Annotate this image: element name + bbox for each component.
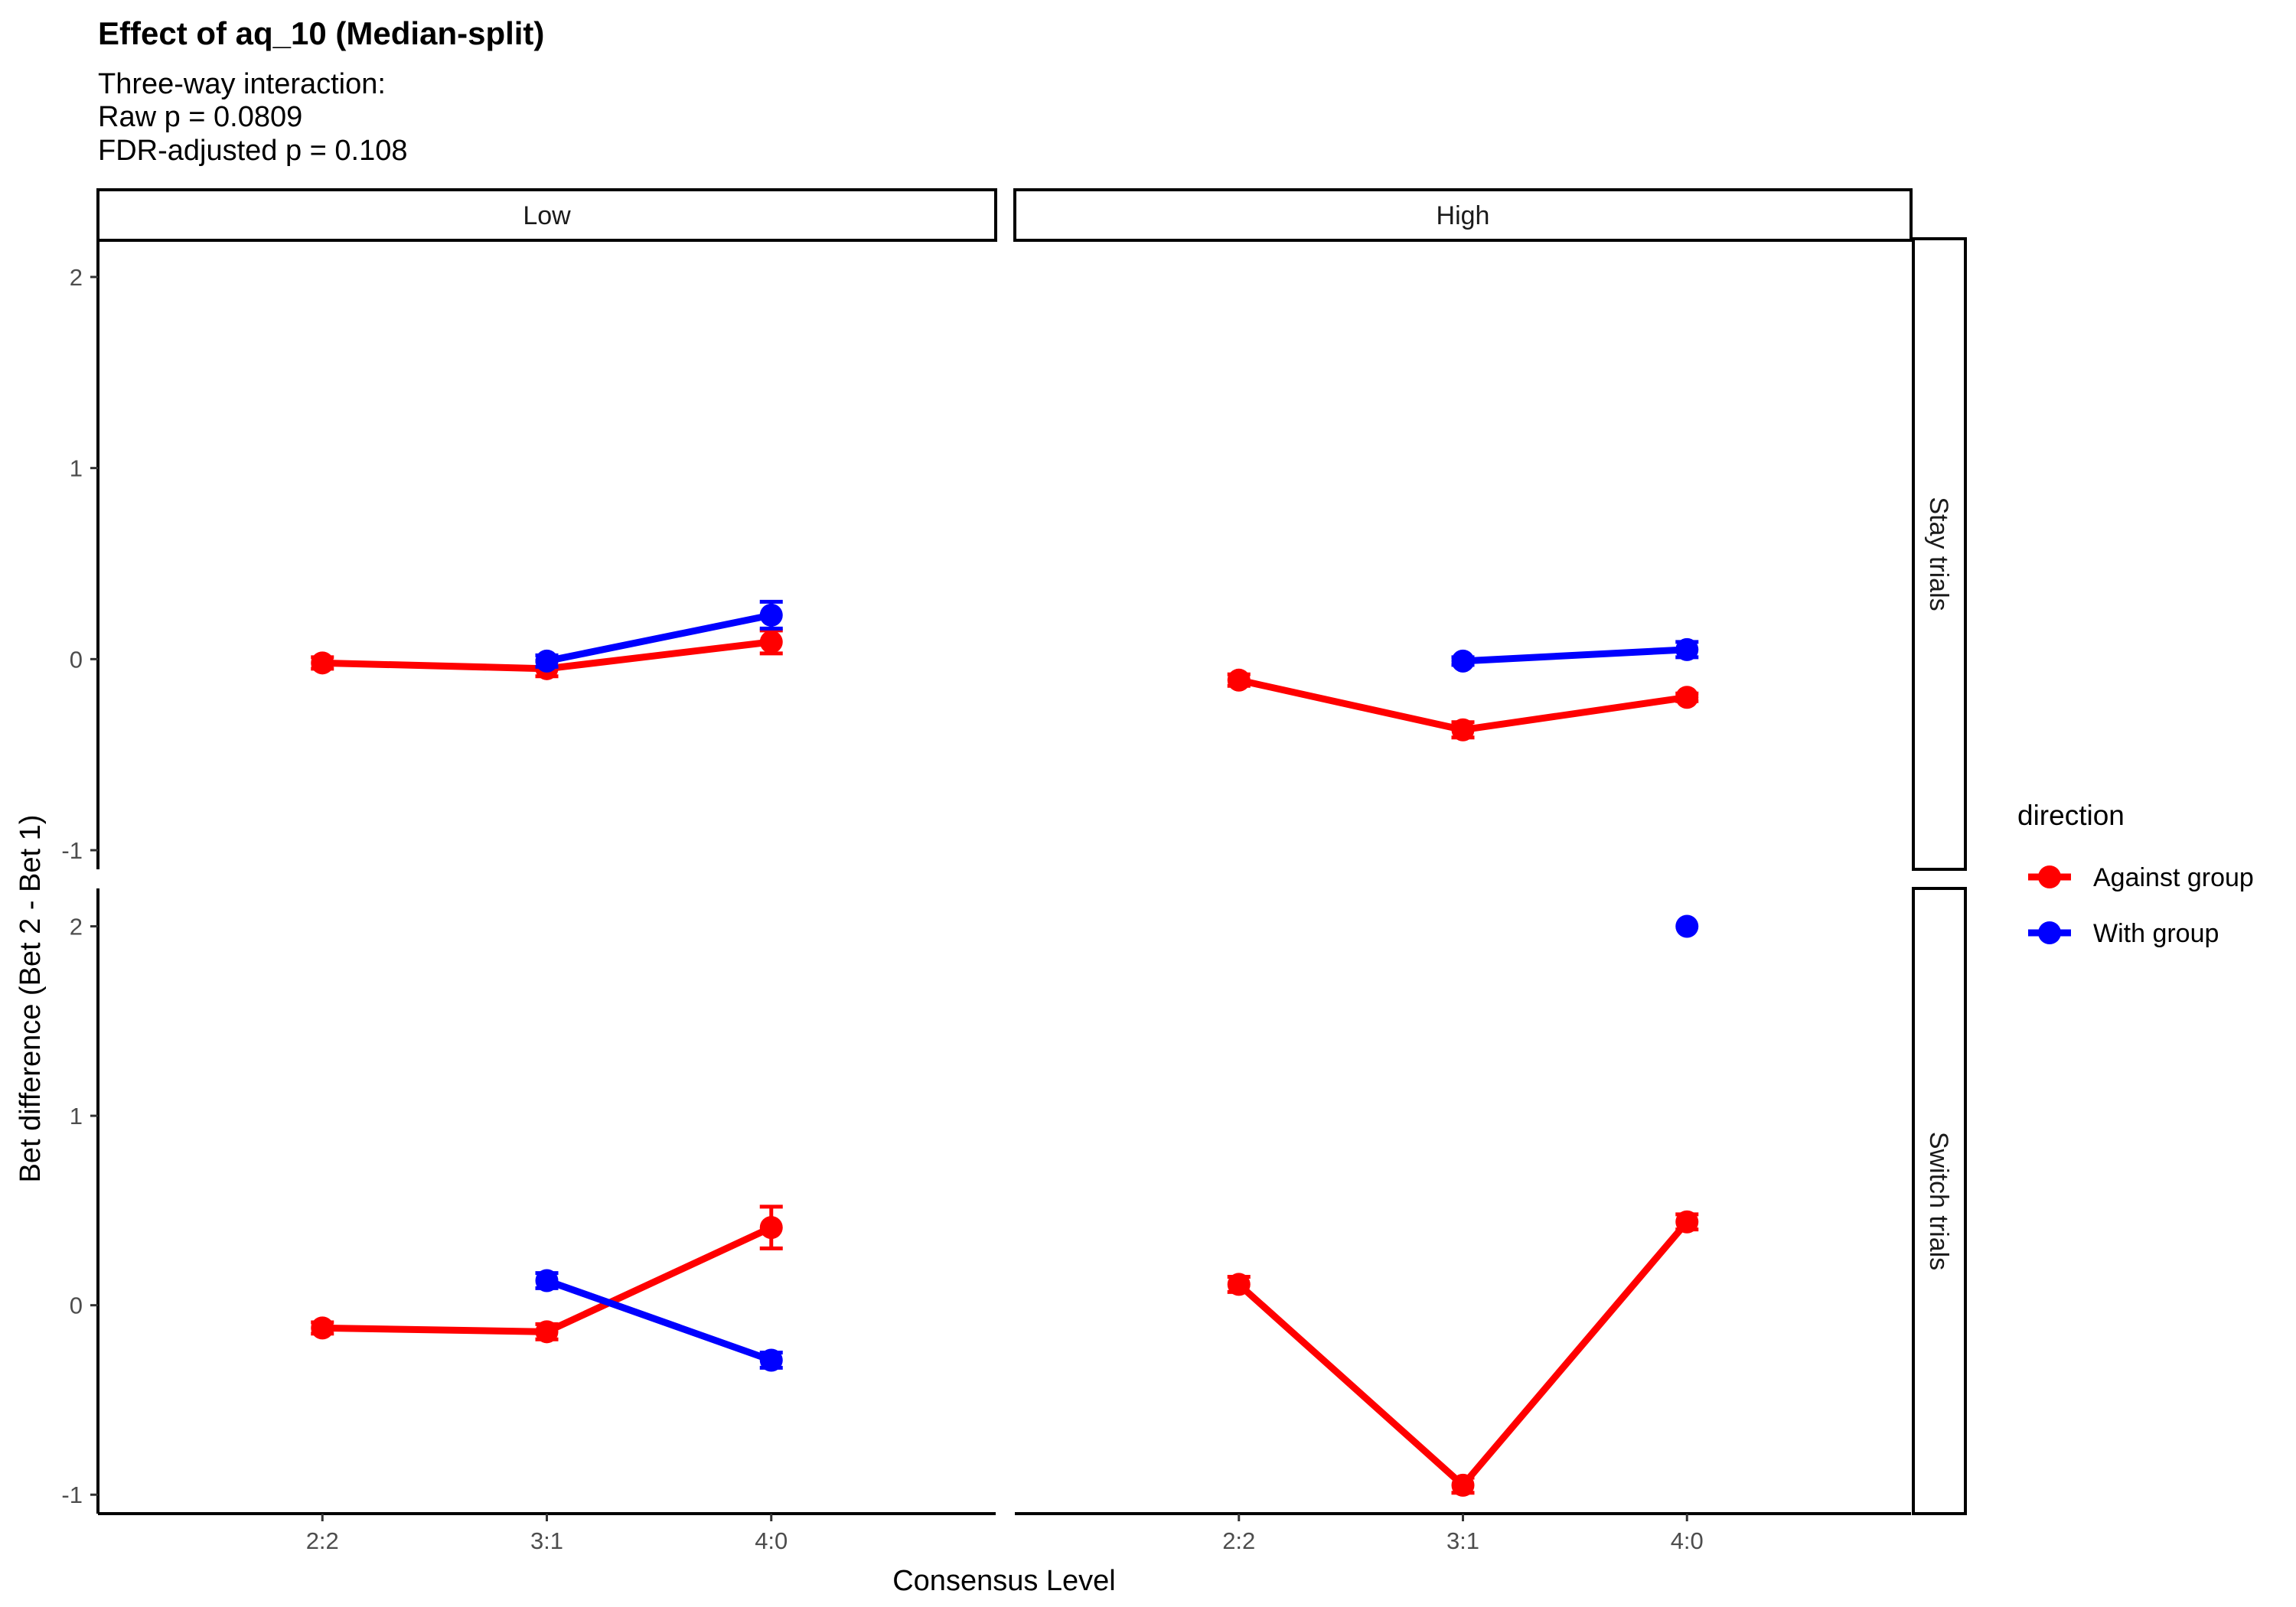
data-point-against-group-high-switch-trials bbox=[1451, 1473, 1475, 1497]
y-tick-label: -1 bbox=[61, 837, 83, 864]
data-point-against-group-low-switch-trials bbox=[311, 1316, 334, 1340]
legend-label-against-group: Against group bbox=[2093, 863, 2254, 892]
series-line-with-group-low-stay-trials bbox=[546, 611, 772, 665]
y-tick-label: 1 bbox=[70, 1103, 83, 1129]
facet-strips: Low High Stay trials Switch trials bbox=[96, 188, 1967, 1515]
strip-label-stay-trials: Stay trials bbox=[1924, 497, 1953, 611]
data-point-against-group-high-switch-trials bbox=[1227, 1273, 1251, 1296]
data-point-against-group-low-switch-trials bbox=[535, 1320, 559, 1344]
strip-label-low: Low bbox=[523, 201, 571, 230]
chart-subtitle-line-2: Raw p = 0.0809 bbox=[98, 101, 302, 133]
data-point-against-group-low-stay-trials bbox=[759, 630, 783, 654]
strip-label-high: High bbox=[1437, 201, 1490, 230]
data-point-against-group-high-switch-trials bbox=[1675, 1210, 1699, 1234]
data-point-against-group-high-stay-trials bbox=[1227, 668, 1251, 692]
axes: -1 0 1 2 -1 0 1 2 2:2 3:1 4:0 2:2 3:1 4:0 bbox=[61, 239, 1911, 1554]
data-point-with-group-low-switch-trials bbox=[535, 1269, 559, 1292]
data-point-with-group-low-stay-trials bbox=[535, 649, 559, 673]
data-point-with-group-low-switch-trials bbox=[759, 1348, 783, 1372]
data-point-against-group-high-stay-trials bbox=[1451, 718, 1475, 742]
legend-title: direction bbox=[2017, 800, 2125, 831]
legend: direction Against group With group bbox=[2017, 800, 2254, 948]
strip-stay-trials bbox=[1912, 237, 1967, 871]
chart-subtitle-line-1: Three-way interaction: bbox=[98, 68, 386, 100]
data-point-against-group-low-switch-trials bbox=[759, 1216, 783, 1240]
data-point-with-group-high-stay-trials bbox=[1451, 649, 1475, 673]
x-axis-title: Consensus Level bbox=[892, 1565, 1116, 1597]
chart-subtitle-line-3: FDR-adjusted p = 0.108 bbox=[98, 135, 408, 167]
y-tick-label: -1 bbox=[61, 1482, 83, 1508]
strip-label-switch-trials: Switch trials bbox=[1924, 1132, 1953, 1270]
y-tick-label: 0 bbox=[70, 646, 83, 673]
x-tick-label: 4:0 bbox=[755, 1527, 788, 1554]
data-point-against-group-low-stay-trials bbox=[311, 651, 334, 675]
strip-low bbox=[96, 188, 997, 242]
chart-title: Effect of aq_10 (Median-split) bbox=[98, 15, 544, 51]
strip-switch-trials bbox=[1912, 887, 1967, 1515]
x-tick-label: 2:2 bbox=[1222, 1527, 1255, 1554]
series-line-with-group-high-stay-trials bbox=[1463, 646, 1688, 665]
y-tick-label: 2 bbox=[70, 914, 83, 940]
strip-high bbox=[1013, 188, 1913, 242]
y-tick-label: 0 bbox=[70, 1292, 83, 1319]
x-tick-label: 3:1 bbox=[530, 1527, 563, 1554]
data-marks bbox=[311, 599, 1699, 1497]
data-point-with-group-low-stay-trials bbox=[759, 603, 783, 627]
data-point-against-group-high-stay-trials bbox=[1675, 686, 1699, 709]
data-point-with-group-high-switch-trials bbox=[1675, 914, 1699, 938]
series-line-with-group-low-switch-trials bbox=[545, 1277, 773, 1364]
y-axis-title: Bet difference (Bet 2 - Bet 1) bbox=[15, 815, 47, 1183]
x-tick-label: 4:0 bbox=[1671, 1527, 1704, 1554]
x-tick-label: 3:1 bbox=[1446, 1527, 1479, 1554]
data-point-with-group-high-stay-trials bbox=[1675, 637, 1699, 661]
legend-key-point-against-group bbox=[2038, 865, 2061, 888]
legend-key-point-with-group bbox=[2038, 921, 2061, 944]
y-tick-label: 2 bbox=[70, 264, 83, 291]
x-tick-label: 2:2 bbox=[306, 1527, 339, 1554]
legend-label-with-group: With group bbox=[2093, 919, 2219, 948]
y-tick-label: 1 bbox=[70, 455, 83, 482]
